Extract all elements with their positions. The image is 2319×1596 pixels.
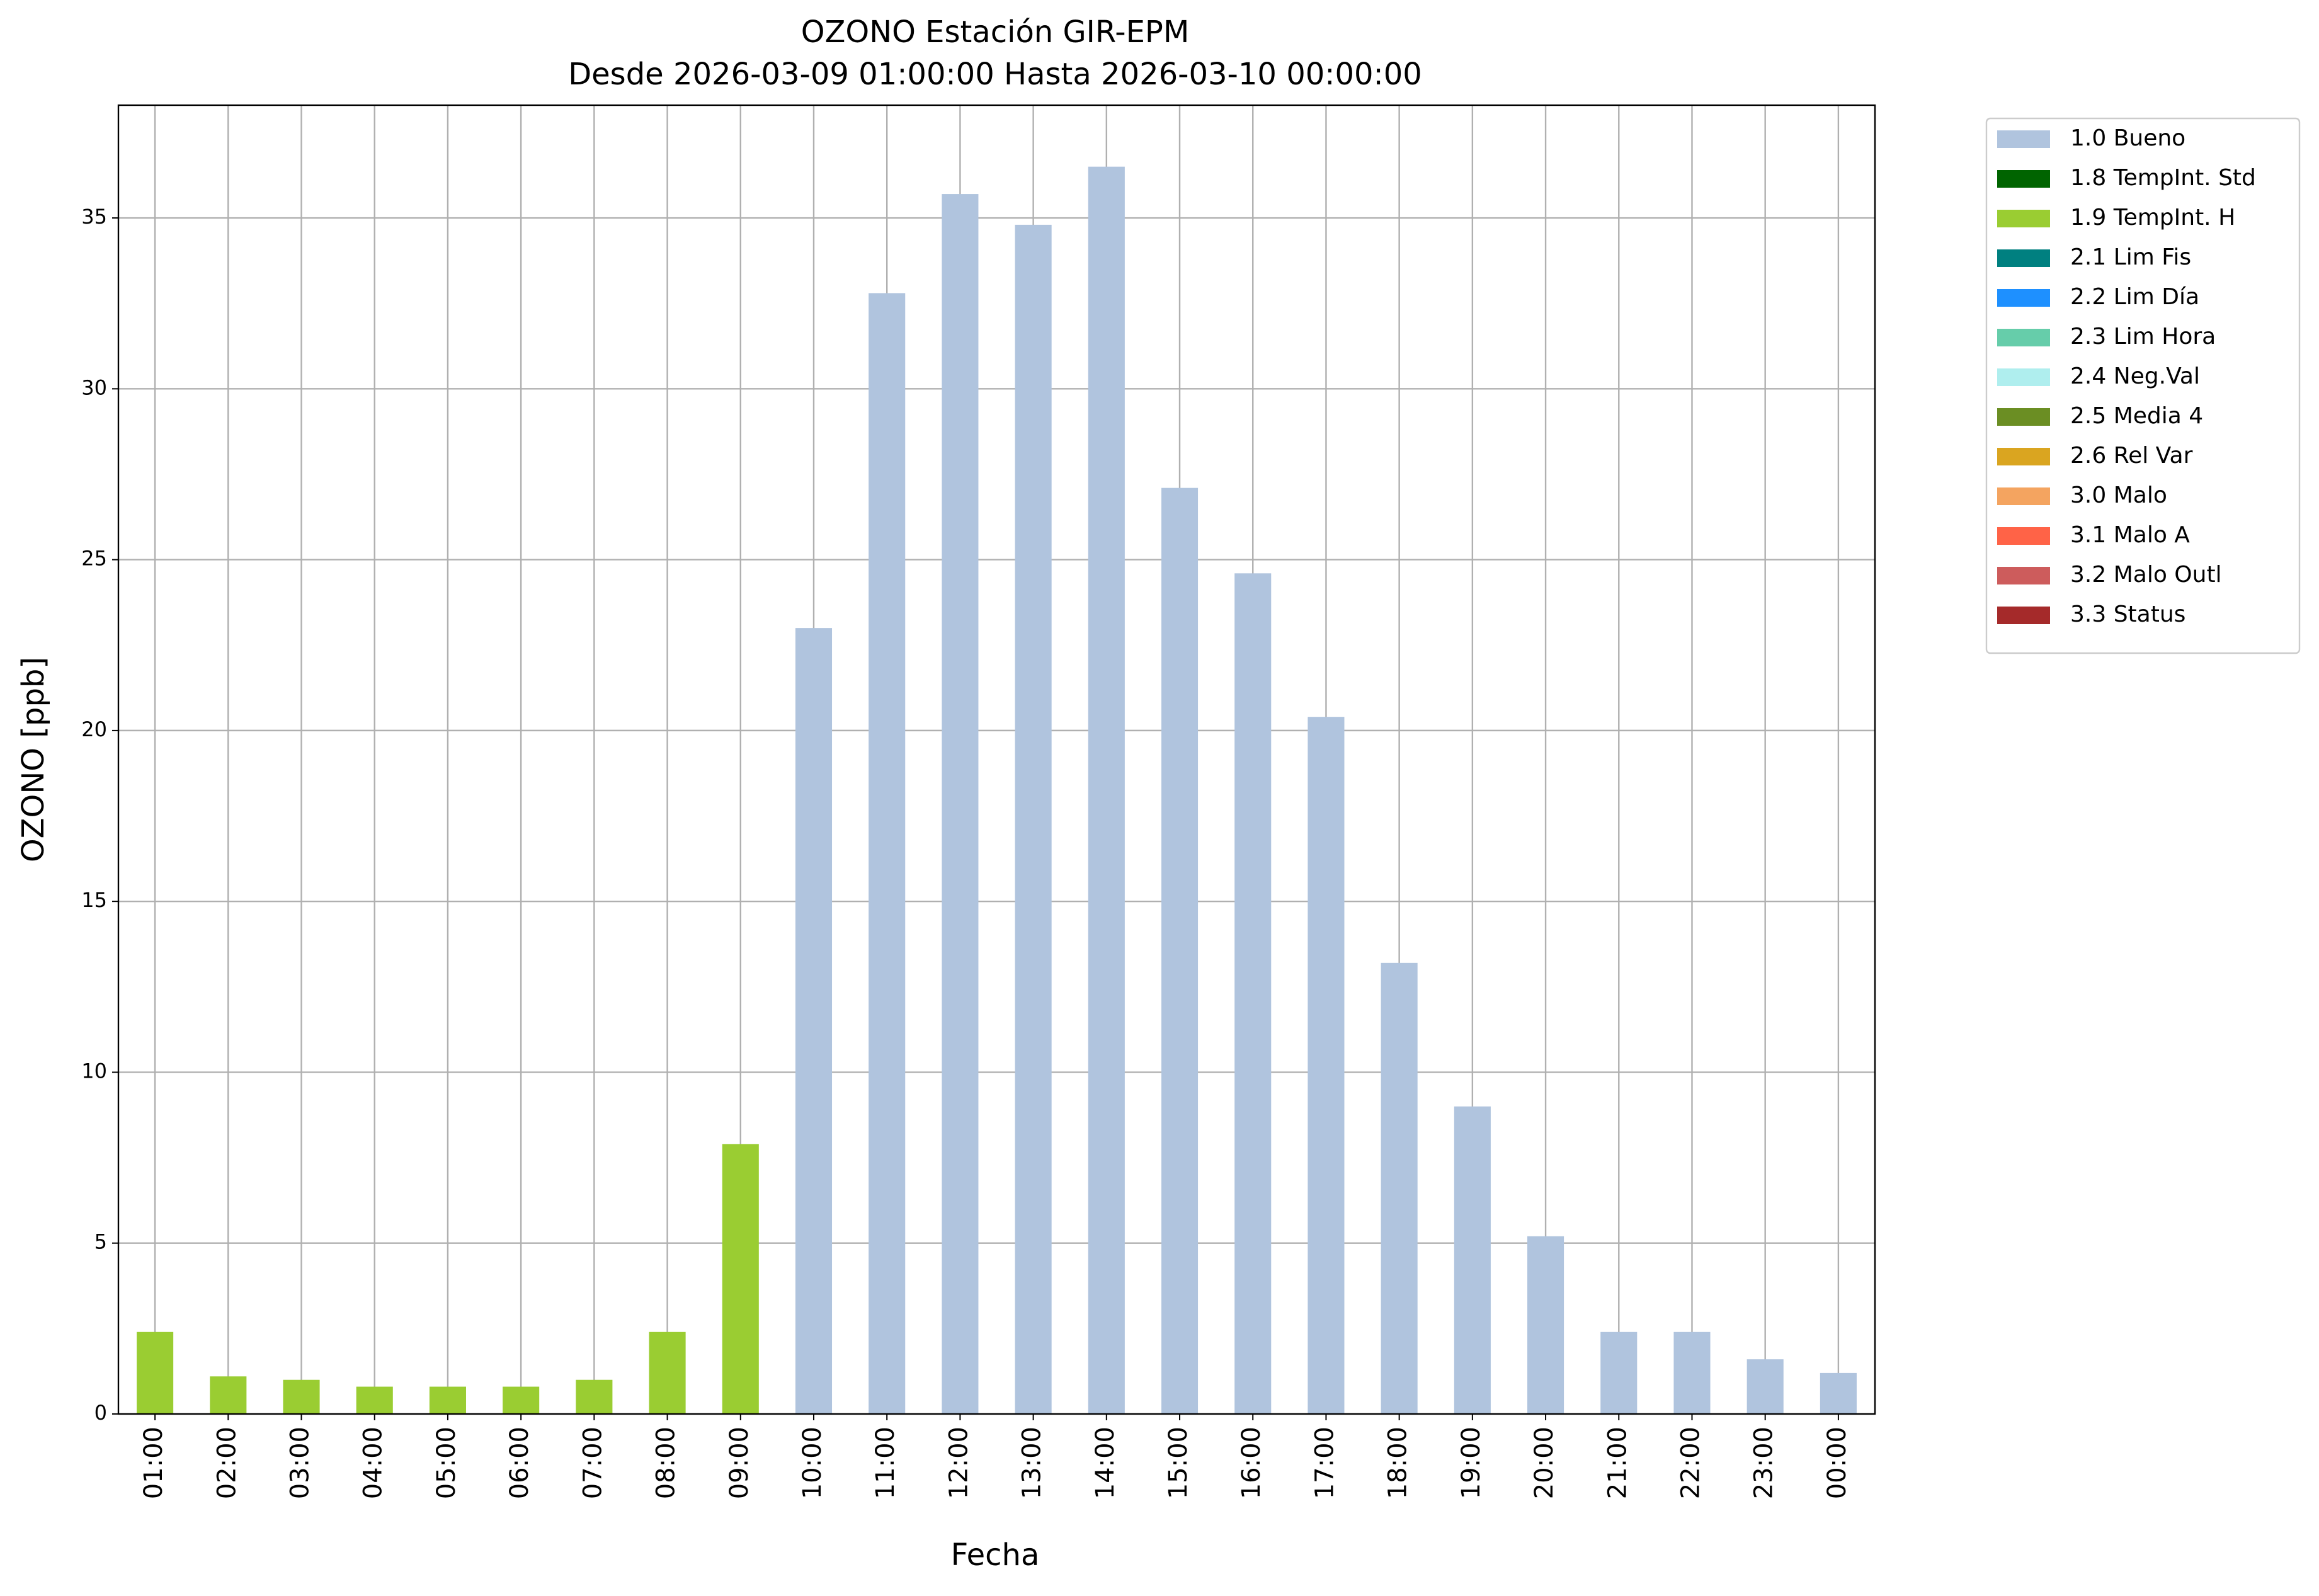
- legend-label: 3.3 Status: [2070, 601, 2185, 627]
- x-tick-label: 17:00: [1310, 1427, 1339, 1499]
- x-tick-label: 09:00: [725, 1427, 754, 1499]
- legend-swatch: [1997, 607, 2050, 624]
- x-tick-label: 12:00: [944, 1427, 973, 1499]
- bar: [1746, 1359, 1784, 1414]
- legend-swatch: [1997, 249, 2050, 267]
- x-tick-label: 04:00: [359, 1427, 388, 1499]
- x-tick-label: 19:00: [1457, 1427, 1486, 1499]
- legend-swatch: [1997, 170, 2050, 188]
- x-tick-label: 08:00: [652, 1427, 681, 1499]
- bar: [1088, 166, 1125, 1414]
- x-tick-label: 14:00: [1091, 1427, 1120, 1499]
- bar: [722, 1144, 759, 1414]
- x-tick-label: 18:00: [1384, 1427, 1413, 1499]
- legend-label: 2.3 Lim Hora: [2070, 324, 2216, 350]
- bar: [429, 1386, 466, 1414]
- y-tick-label: 5: [94, 1230, 107, 1254]
- legend-swatch: [1997, 329, 2050, 346]
- x-tick-label: 03:00: [286, 1427, 315, 1499]
- bar: [1381, 962, 1418, 1414]
- bar: [649, 1331, 686, 1414]
- bar: [576, 1379, 613, 1414]
- bar: [869, 293, 906, 1414]
- y-tick-label: 15: [81, 888, 107, 912]
- x-tick-label: 13:00: [1018, 1427, 1047, 1499]
- legend-swatch: [1997, 210, 2050, 227]
- x-tick-label: 22:00: [1676, 1427, 1705, 1499]
- bar: [1015, 224, 1052, 1415]
- bar: [1527, 1236, 1564, 1414]
- x-tick-label: 02:00: [212, 1427, 241, 1499]
- legend-swatch: [1997, 408, 2050, 426]
- legend-swatch: [1997, 448, 2050, 465]
- y-tick-label: 20: [81, 717, 107, 741]
- bar: [1308, 717, 1345, 1414]
- bar: [1234, 573, 1272, 1415]
- y-tick-label: 0: [94, 1401, 107, 1425]
- legend-label: 3.1 Malo A: [2070, 522, 2190, 548]
- y-tick-label: 30: [81, 375, 107, 399]
- legend-label: 3.2 Malo Outl: [2070, 562, 2222, 588]
- bar: [1673, 1331, 1711, 1414]
- legend-label: 2.4 Neg.Val: [2070, 363, 2200, 389]
- y-tick-label: 25: [81, 547, 107, 571]
- x-tick-label: 11:00: [871, 1427, 900, 1499]
- bar: [283, 1379, 320, 1414]
- legend-swatch: [1997, 567, 2050, 584]
- bar: [942, 194, 979, 1414]
- bar: [1600, 1331, 1638, 1414]
- y-tick-label: 10: [81, 1059, 107, 1083]
- legend-label: 1.0 Bueno: [2070, 125, 2185, 151]
- legend-label: 2.2 Lim Día: [2070, 284, 2199, 310]
- bar: [356, 1386, 393, 1414]
- legend-label: 2.1 Lim Fis: [2070, 244, 2191, 270]
- x-tick-label: 06:00: [505, 1427, 534, 1499]
- legend-swatch: [1997, 487, 2050, 505]
- bar: [1820, 1372, 1857, 1414]
- x-tick-label: 23:00: [1750, 1427, 1779, 1499]
- bar: [1454, 1106, 1491, 1414]
- x-tick-label: 15:00: [1164, 1427, 1193, 1499]
- x-tick-label: 05:00: [432, 1427, 461, 1499]
- x-tick-label: 00:00: [1823, 1427, 1852, 1499]
- bar: [795, 628, 833, 1414]
- legend-label: 1.9 TempInt. H: [2070, 205, 2235, 231]
- legend-label: 3.0 Malo: [2070, 482, 2167, 508]
- legend-swatch: [1997, 368, 2050, 386]
- x-tick-label: 01:00: [139, 1427, 168, 1499]
- legend-box: [1985, 117, 2301, 654]
- bar: [137, 1331, 174, 1414]
- x-tick-label: 16:00: [1237, 1427, 1266, 1499]
- plot-frame: [117, 104, 1876, 1415]
- x-tick-label: 07:00: [578, 1427, 607, 1499]
- legend-label: 2.6 Rel Var: [2070, 443, 2193, 469]
- chart-title: OZONO Estación GIR-EPM: [801, 14, 1190, 50]
- x-tick-label: 20:00: [1530, 1427, 1559, 1499]
- bar: [210, 1376, 247, 1414]
- y-tick-label: 35: [81, 205, 107, 229]
- legend-label: 2.5 Media 4: [2070, 403, 2203, 429]
- legend-swatch: [1997, 130, 2050, 148]
- legend-swatch: [1997, 527, 2050, 545]
- x-axis-label: Fecha: [951, 1537, 1040, 1573]
- x-tick-label: 21:00: [1603, 1427, 1632, 1499]
- x-tick-label: 10:00: [798, 1427, 827, 1499]
- legend-label: 1.8 TempInt. Std: [2070, 165, 2256, 191]
- bar: [503, 1386, 540, 1414]
- bar: [1161, 487, 1199, 1414]
- y-axis-label: OZONO [ppb]: [16, 657, 51, 862]
- chart-subtitle: Desde 2026-03-09 01:00:00 Hasta 2026-03-…: [568, 57, 1422, 92]
- legend-swatch: [1997, 289, 2050, 307]
